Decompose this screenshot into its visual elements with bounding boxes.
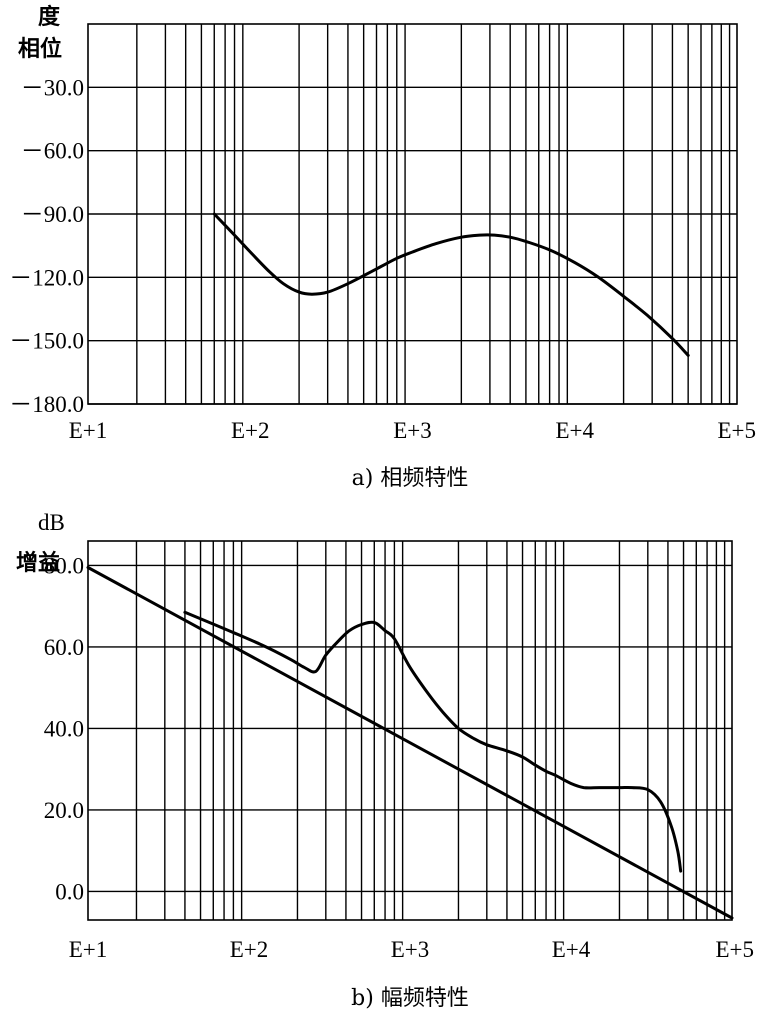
phase-x-tick-label: E+1 xyxy=(69,418,108,443)
gain-y-tick-label: 40.0 xyxy=(44,716,84,741)
phase-axis-label: 相位 xyxy=(18,36,62,62)
gain-y-ticks: 80.0 60.0 40.0 20.0 0.0 xyxy=(44,553,84,904)
phase-y-tick-label: －120.0 xyxy=(9,265,84,290)
gain-y-tick-label: 60.0 xyxy=(44,635,84,660)
gain-axis-label: 增益 xyxy=(16,550,60,576)
gain-x-tick-label: E+1 xyxy=(69,937,108,962)
gain-x-tick-label: E+2 xyxy=(230,937,269,962)
gain-unit-label: dB xyxy=(38,510,65,535)
gain-curves xyxy=(86,566,734,920)
phase-y-tick-label: －30.0 xyxy=(21,75,84,100)
gain-x-tick-label: E+5 xyxy=(715,937,754,962)
gain-x-tick-label: E+3 xyxy=(391,937,430,962)
phase-chart: －30.0 －60.0 －90.0 －120.0 －150.0 －180.0 E+1 E+2… xyxy=(9,4,756,491)
phase-x-tick-label: E+3 xyxy=(393,418,432,443)
gain-x-tick-label: E+4 xyxy=(552,937,591,962)
gain-plot-frame xyxy=(87,540,733,921)
phase-unit-label: 度 xyxy=(38,4,61,30)
phase-y-ticks: －30.0 －60.0 －90.0 －120.0 －150.0 －180.0 xyxy=(9,75,84,417)
phase-plot-frame xyxy=(87,23,738,405)
gain-series-line-1 xyxy=(86,566,734,920)
phase-y-tick-label: －60.0 xyxy=(21,139,84,164)
phase-x-ticks: E+1 E+2 E+3 E+4 E+5 xyxy=(69,418,756,443)
phase-y-tick-label: －90.0 xyxy=(21,202,84,227)
gain-x-ticks: E+1 E+2 E+3 E+4 E+5 xyxy=(69,937,754,962)
phase-series-line-1 xyxy=(212,212,690,357)
gain-chart: 80.0 60.0 40.0 20.0 0.0 E+1 E+2 E+3 E+4 E+5 dB 增… xyxy=(16,510,754,1011)
phase-grid xyxy=(88,24,737,405)
gain-y-tick-label: 80.0 xyxy=(44,553,84,578)
gain-caption: b) 幅频特性 xyxy=(351,986,469,1011)
phase-caption: a) 相频特性 xyxy=(352,466,469,491)
phase-x-tick-label: E+2 xyxy=(231,418,270,443)
phase-y-tick-label: －150.0 xyxy=(9,329,84,354)
phase-curves xyxy=(212,212,690,357)
phase-x-tick-label: E+4 xyxy=(555,418,594,443)
phase-x-tick-label: E+5 xyxy=(717,418,756,443)
gain-series-line-2 xyxy=(183,610,683,873)
phase-y-tick-label: －180.0 xyxy=(9,392,84,417)
gain-grid xyxy=(88,541,732,920)
gain-y-tick-label: 0.0 xyxy=(55,879,84,904)
gain-y-tick-label: 20.0 xyxy=(44,798,84,823)
